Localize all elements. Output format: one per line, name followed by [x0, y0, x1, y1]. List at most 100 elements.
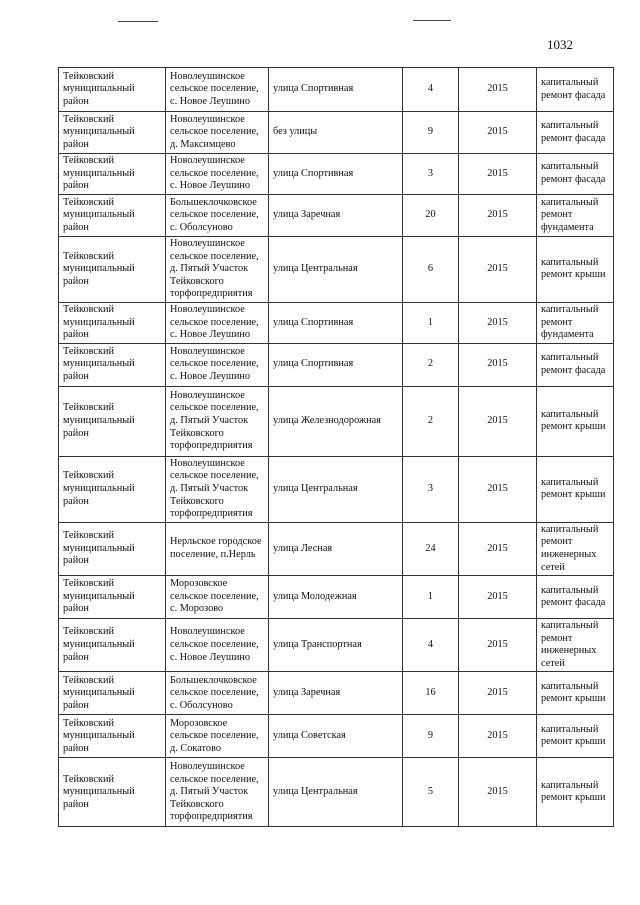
cell-year: 2015 [458, 342, 537, 387]
cell-settlement: Новолеушинское сельское поселение, д. Пя… [165, 455, 269, 523]
scan-mark [413, 20, 451, 21]
table-row: Тейковский муниципальный район Новолеушин… [58, 757, 614, 828]
table-row: Тейковский муниципальный район Большеклоч… [58, 194, 614, 237]
cell-settlement: Новолеушинское сельское поселение, д. Ма… [165, 111, 269, 154]
cell-work: капитальный ремонт фасада [536, 67, 614, 112]
cell-work: капитальный ремонт инженерных сетей [536, 521, 614, 577]
cell-district: Тейковский муниципальный район [58, 385, 166, 457]
cell-street: улица Советская [268, 714, 403, 759]
cell-district: Тейковский муниципальный район [58, 618, 166, 673]
cell-street: улица Молодежная [268, 575, 403, 620]
cell-street: улица Железнодорожная [268, 385, 403, 457]
table-row: Тейковский муниципальный район Новолеушин… [58, 236, 614, 303]
cell-work: капитальный ремонт крыши [536, 385, 614, 457]
cell-work: капитальный ремонт крыши [536, 757, 614, 828]
cell-street: улица Спортивная [268, 301, 403, 344]
cell-work: капитальный ремонт крыши [536, 455, 614, 523]
cell-work: капитальный ремонт фасада [536, 342, 614, 387]
cell-house: 2 [402, 385, 459, 457]
cell-settlement: Большеклочковское сельское поселение, с.… [165, 671, 269, 716]
cell-year: 2015 [458, 236, 537, 303]
cell-street: улица Центральная [268, 757, 403, 828]
cell-work: капитальный ремонт крыши [536, 236, 614, 303]
table-row: Тейковский муниципальный район Морозовско… [58, 575, 614, 620]
cell-year: 2015 [458, 757, 537, 828]
cell-year: 2015 [458, 575, 537, 620]
cell-street: улица Лесная [268, 521, 403, 577]
housing-table: Тейковский муниципальный район Новолеушин… [58, 67, 614, 828]
cell-street: улица Заречная [268, 671, 403, 716]
cell-settlement: Новолеушинское сельское поселение, д. Пя… [165, 385, 269, 457]
cell-house: 20 [402, 194, 459, 237]
cell-house: 5 [402, 757, 459, 828]
cell-settlement: Морозовское сельское поселение, д. Сокат… [165, 714, 269, 759]
cell-work: капитальный ремонт крыши [536, 714, 614, 759]
cell-settlement: Морозовское сельское поселение, с. Мороз… [165, 575, 269, 620]
cell-work: капитальный ремонт фасада [536, 575, 614, 620]
cell-year: 2015 [458, 194, 537, 237]
cell-house: 3 [402, 153, 459, 195]
cell-work: капитальный ремонт крыши [536, 671, 614, 716]
cell-work: капитальный ремонт фасада [536, 111, 614, 154]
cell-settlement: Новолеушинское сельское поселение, с. Но… [165, 301, 269, 344]
cell-settlement: Большеклочковское сельское поселение, с.… [165, 194, 269, 237]
cell-street: улица Центральная [268, 236, 403, 303]
cell-year: 2015 [458, 385, 537, 457]
table-row: Тейковский муниципальный район Новолеушин… [58, 618, 614, 673]
cell-settlement: Новолеушинское сельское поселение, с. Но… [165, 67, 269, 112]
cell-district: Тейковский муниципальный район [58, 153, 166, 195]
cell-district: Тейковский муниципальный район [58, 714, 166, 759]
cell-work: капитальный ремонт фасада [536, 153, 614, 195]
cell-year: 2015 [458, 714, 537, 759]
cell-street: улица Транспортная [268, 618, 403, 673]
page-number: 1032 [547, 37, 573, 52]
cell-house: 16 [402, 671, 459, 716]
cell-house: 1 [402, 575, 459, 620]
cell-year: 2015 [458, 301, 537, 344]
cell-settlement: Новолеушинское сельское поселение, с. Но… [165, 153, 269, 195]
cell-house: 4 [402, 618, 459, 673]
cell-work: капитальный ремонт фундамента [536, 301, 614, 344]
table-row: Тейковский муниципальный район Новолеушин… [58, 111, 614, 154]
cell-year: 2015 [458, 111, 537, 154]
cell-settlement: Нерльское городское поселение, п.Нерль [165, 521, 269, 577]
cell-year: 2015 [458, 67, 537, 112]
cell-year: 2015 [458, 153, 537, 195]
cell-house: 1 [402, 301, 459, 344]
cell-district: Тейковский муниципальный район [58, 111, 166, 154]
table-row: Тейковский муниципальный район Морозовско… [58, 714, 614, 759]
cell-settlement: Новолеушинское сельское поселение, с. Но… [165, 342, 269, 387]
cell-district: Тейковский муниципальный район [58, 301, 166, 344]
cell-house: 24 [402, 521, 459, 577]
cell-district: Тейковский муниципальный район [58, 521, 166, 577]
table-row: Тейковский муниципальный район Большеклоч… [58, 671, 614, 716]
table-row: Тейковский муниципальный район Новолеушин… [58, 153, 614, 195]
cell-year: 2015 [458, 671, 537, 716]
cell-house: 6 [402, 236, 459, 303]
cell-settlement: Новолеушинское сельское поселение, д. Пя… [165, 236, 269, 303]
table-row: Тейковский муниципальный район Новолеушин… [58, 67, 614, 112]
cell-district: Тейковский муниципальный район [58, 236, 166, 303]
cell-district: Тейковский муниципальный район [58, 757, 166, 828]
cell-year: 2015 [458, 618, 537, 673]
cell-district: Тейковский муниципальный район [58, 194, 166, 237]
cell-work: капитальный ремонт фундамента [536, 194, 614, 237]
table-row: Тейковский муниципальный район Новолеушин… [58, 342, 614, 387]
scan-mark [118, 21, 158, 22]
table-row: Тейковский муниципальный район Нерльское … [58, 521, 614, 577]
cell-year: 2015 [458, 521, 537, 577]
cell-district: Тейковский муниципальный район [58, 455, 166, 523]
cell-house: 9 [402, 111, 459, 154]
cell-street: улица Спортивная [268, 67, 403, 112]
cell-work: капитальный ремонт инженерных сетей [536, 618, 614, 673]
cell-district: Тейковский муниципальный район [58, 342, 166, 387]
cell-house: 3 [402, 455, 459, 523]
table-row: Тейковский муниципальный район Новолеушин… [58, 385, 614, 457]
cell-street: улица Спортивная [268, 342, 403, 387]
table-row: Тейковский муниципальный район Новолеушин… [58, 301, 614, 344]
cell-house: 2 [402, 342, 459, 387]
cell-year: 2015 [458, 455, 537, 523]
cell-house: 9 [402, 714, 459, 759]
table-row: Тейковский муниципальный район Новолеушин… [58, 455, 614, 523]
cell-settlement: Новолеушинское сельское поселение, с. Но… [165, 618, 269, 673]
